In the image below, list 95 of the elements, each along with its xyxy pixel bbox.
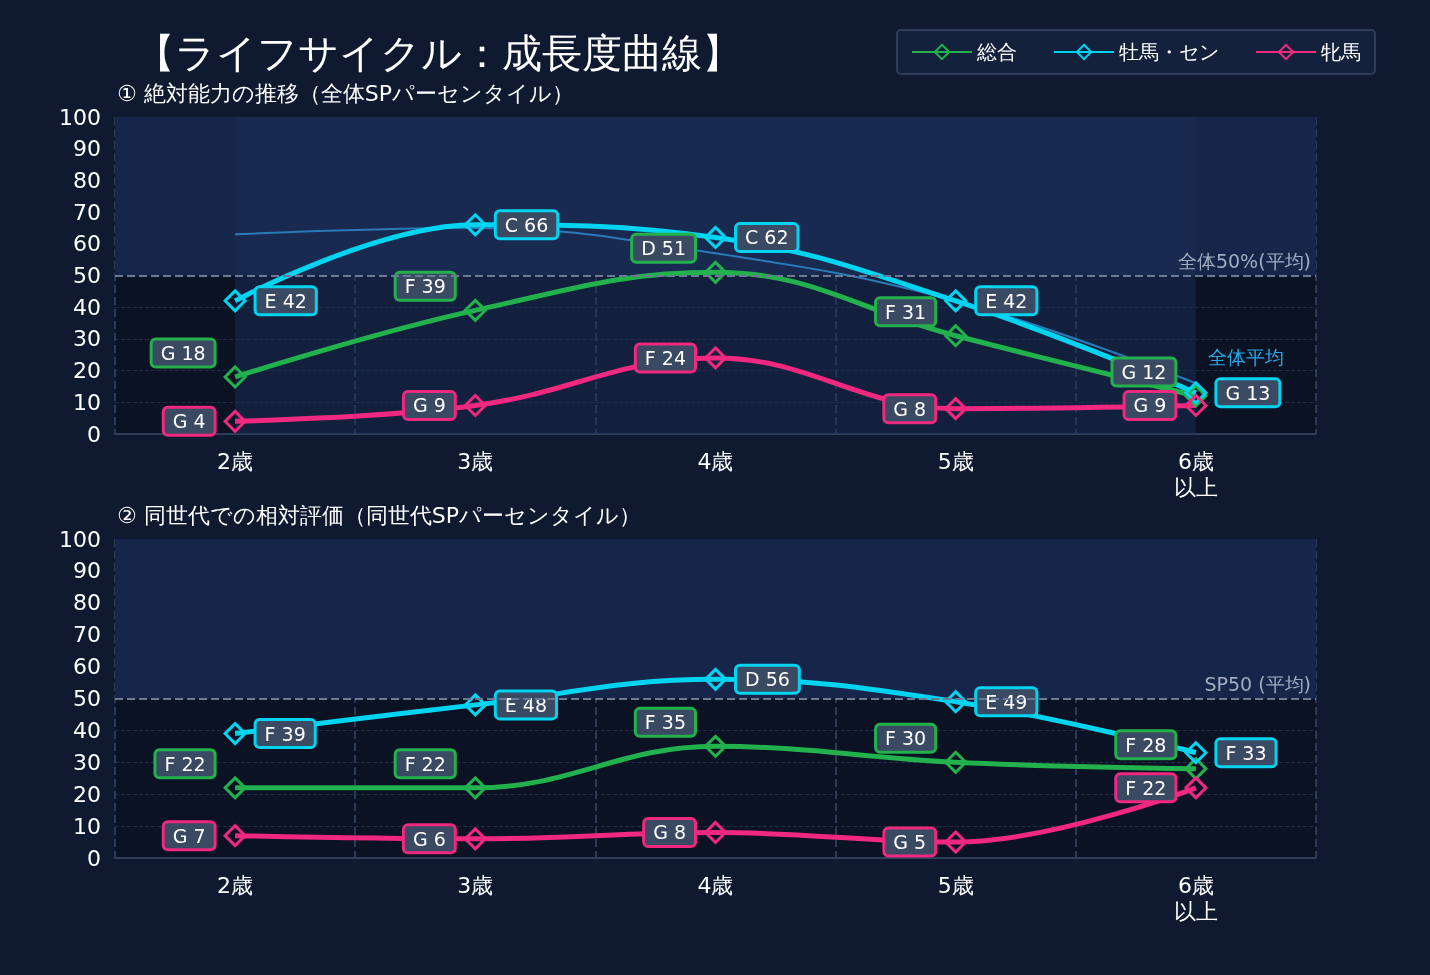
x-tick-label: 3歳 [457, 872, 494, 898]
point [944, 397, 968, 421]
y-tick-label: 60 [73, 654, 101, 680]
data-label: G 4 [172, 410, 206, 433]
data-label: G 13 [1225, 381, 1271, 404]
point [223, 365, 247, 389]
y-tick-label: 70 [73, 199, 101, 225]
y-tick-label: 70 [73, 622, 101, 648]
data-label: F 39 [264, 722, 306, 745]
x-tick-label: 4歳 [697, 872, 734, 898]
y-tick-label: 30 [73, 326, 101, 352]
data-label: C 66 [504, 213, 549, 236]
y-tick-label: 50 [73, 686, 101, 711]
point [944, 324, 968, 348]
point [463, 213, 487, 237]
data-label: F 35 [644, 711, 686, 734]
point [944, 690, 968, 714]
point [463, 298, 487, 322]
y-tick-label: 20 [73, 781, 101, 807]
ref-line-label: SP50 (平均) [1204, 673, 1311, 695]
data-label: E 42 [264, 289, 307, 312]
data-label: G 9 [1133, 394, 1167, 417]
point [1184, 393, 1208, 417]
y-tick-label: 90 [73, 136, 101, 162]
legend-label: 牝馬 [1321, 40, 1361, 64]
chart-subtitle: ② 同世代での相対評価（同世代SPパーセンタイル） [117, 502, 641, 528]
chart-title: 【ライフサイクル：成長度曲線】 [135, 30, 742, 76]
point [704, 667, 727, 691]
y-tick-label: 80 [73, 167, 101, 193]
y-tick-label: 100 [59, 526, 101, 552]
point [463, 693, 487, 717]
x-tick-label: 2歳 [217, 872, 254, 898]
y-tick-label: 60 [73, 231, 101, 257]
x-tick-label: 5歳 [937, 448, 974, 474]
data-label: G 9 [412, 394, 446, 417]
point [704, 734, 727, 758]
data-label: F 22 [1125, 776, 1167, 799]
series-label: 全体平均 [1207, 346, 1284, 369]
y-tick-label: 20 [73, 358, 101, 384]
point [1184, 776, 1208, 800]
point [223, 722, 247, 746]
data-label: G 12 [1121, 360, 1167, 383]
point [704, 346, 727, 370]
x-tick-label: 4歳 [697, 448, 734, 474]
data-label: E 42 [985, 289, 1028, 312]
point [704, 225, 727, 249]
y-tick-label: 40 [73, 294, 101, 320]
point [463, 827, 487, 851]
point [704, 820, 727, 844]
point [223, 289, 247, 313]
legend-label: 総合 [976, 40, 1017, 64]
y-tick-label: 0 [87, 845, 101, 871]
data-label: F 30 [885, 727, 927, 750]
point [463, 776, 487, 800]
data-label: F 33 [1225, 741, 1267, 764]
data-label: D 56 [745, 668, 790, 691]
point [944, 289, 968, 313]
y-tick-label: 30 [73, 749, 101, 775]
x-tick-label: 2歳 [217, 448, 254, 474]
y-tick-label: 10 [73, 813, 101, 839]
data-label: F 24 [644, 346, 686, 369]
point [223, 409, 247, 433]
y-tick-label: 0 [87, 421, 101, 447]
data-label: G 7 [172, 824, 206, 847]
data-label: C 62 [745, 226, 789, 249]
data-label: F 28 [1125, 733, 1167, 756]
point [463, 393, 487, 417]
y-tick-label: 100 [59, 104, 101, 130]
chart-subtitle: ① 絶対能力の推移（全体SPパーセンタイル） [117, 80, 574, 106]
x-tick-label: 5歳 [937, 872, 974, 898]
data-label: F 31 [885, 300, 927, 323]
legend-label: 牡馬・セン [1119, 40, 1219, 64]
y-tick-label: 40 [73, 717, 101, 743]
data-label: G 8 [653, 821, 686, 844]
data-label: F 39 [404, 275, 446, 298]
point [1184, 741, 1208, 765]
data-label: D 51 [641, 237, 686, 260]
x-tick-label: 6歳以上 [1173, 872, 1218, 924]
point [944, 830, 968, 854]
point [223, 824, 247, 848]
point [223, 776, 247, 800]
x-tick-label: 3歳 [457, 448, 494, 474]
data-label: F 22 [404, 752, 446, 775]
y-tick-label: 10 [73, 389, 101, 415]
x-tick-label: 6歳以上 [1173, 448, 1218, 500]
y-tick-label: 80 [73, 590, 101, 616]
data-label: G 6 [412, 827, 446, 850]
point [944, 750, 968, 774]
ref-line-label: 全体50%(平均) [1177, 250, 1311, 272]
data-label: G 8 [893, 397, 927, 420]
data-label: G 18 [160, 341, 206, 364]
data-label: G 5 [893, 831, 927, 854]
y-tick-label: 90 [73, 558, 101, 584]
y-tick-label: 50 [73, 263, 101, 288]
data-label: F 22 [164, 752, 206, 775]
